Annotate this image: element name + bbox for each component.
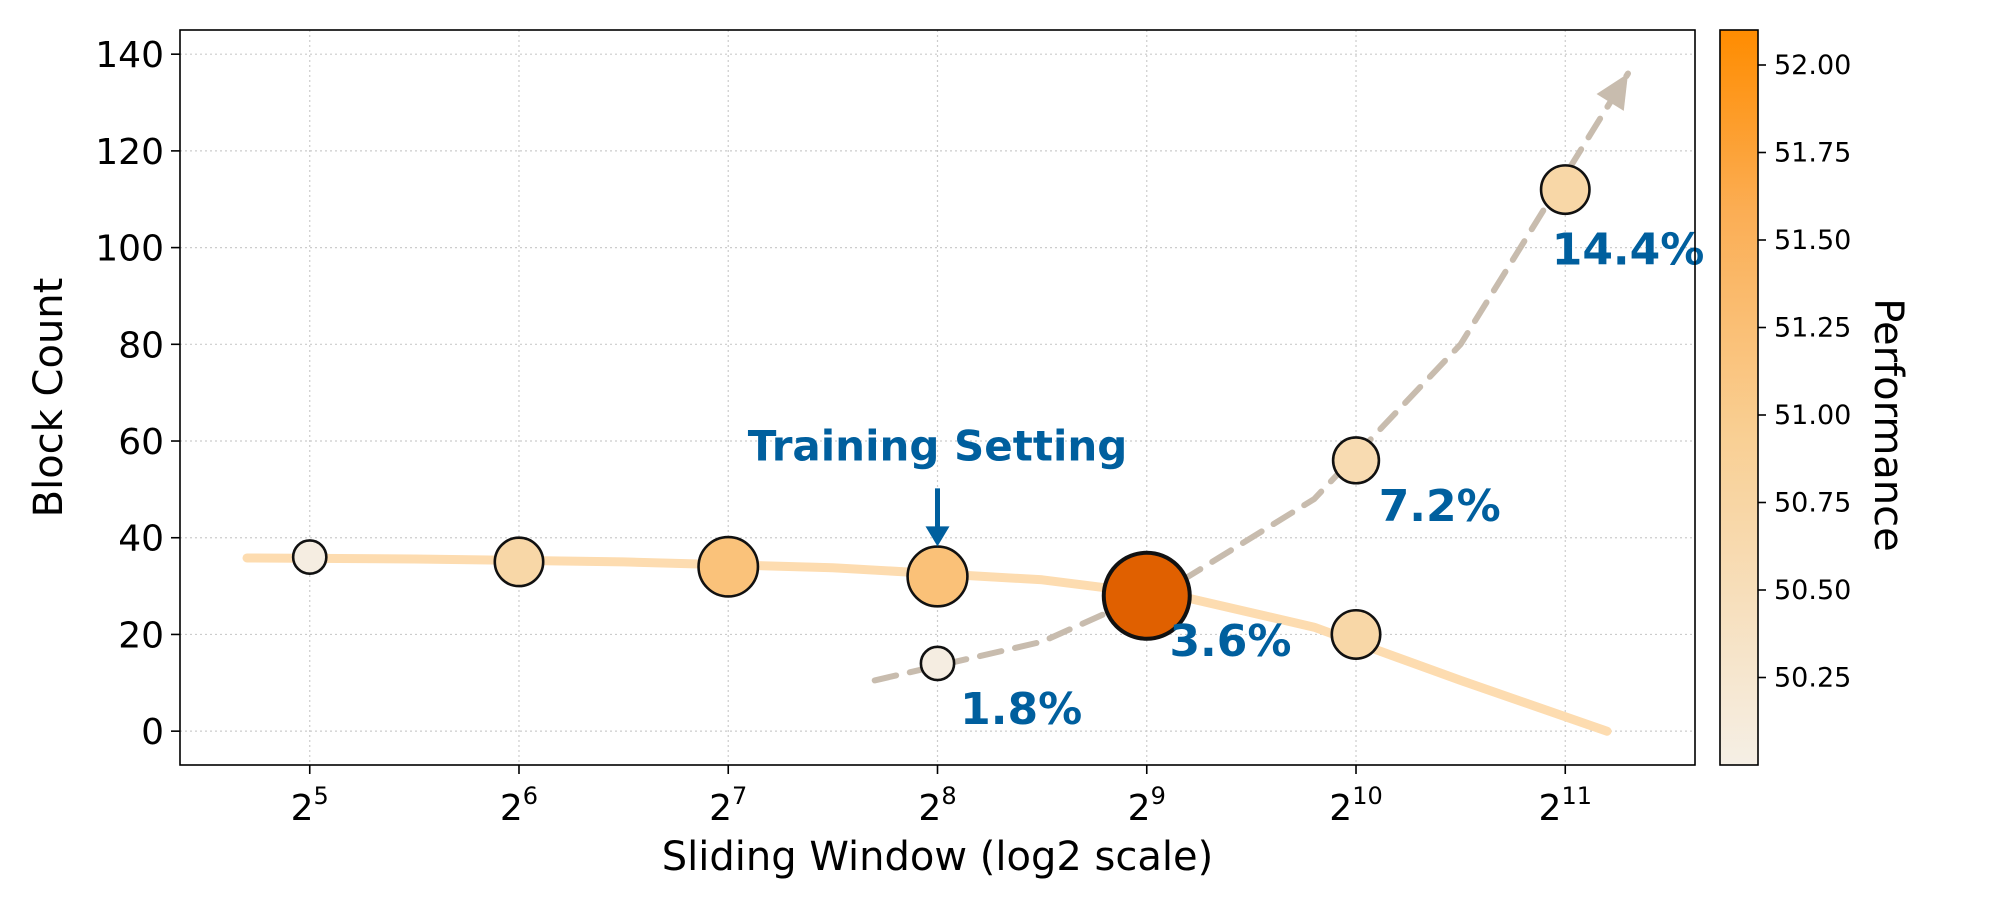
x-tick-label: 25 — [291, 782, 329, 829]
x-tick-base: 2 — [291, 788, 314, 829]
data-point — [1330, 608, 1382, 660]
data-point — [919, 645, 956, 682]
data-point — [493, 536, 545, 588]
y-tick-label: 40 — [118, 519, 164, 560]
x-tick-exponent: 9 — [1151, 782, 1166, 810]
x-axis-label: Sliding Window (log2 scale) — [662, 834, 1213, 880]
colorbar-tick-label: 51.50 — [1774, 225, 1851, 256]
colorbar-label: Performance — [1865, 298, 1911, 551]
percent-annotation: 1.8% — [960, 684, 1082, 735]
x-tick-base: 2 — [1329, 788, 1352, 829]
annotations: 1.8% 3.6% 7.2% 14.4% Training Setting — [748, 225, 1705, 735]
x-tick-exponent: 7 — [732, 782, 747, 810]
x-tick-exponent: 5 — [314, 782, 329, 810]
x-tick-exponent: 6 — [523, 782, 538, 810]
x-tick-label: 28 — [918, 782, 956, 829]
data-point — [1331, 436, 1381, 485]
y-tick-label: 140 — [95, 35, 164, 76]
x-tick-label: 210 — [1329, 782, 1382, 829]
x-tick-base: 2 — [500, 788, 523, 829]
x-tick-label: 211 — [1539, 782, 1592, 829]
colorbar-tick-label: 50.75 — [1774, 488, 1851, 519]
colorbar-tick-label: 51.25 — [1774, 313, 1851, 344]
x-tick-exponent: 10 — [1352, 782, 1383, 810]
y-tick-label: 120 — [95, 132, 164, 173]
colorbar: 52.00 51.75 51.50 51.25 51.00 50.75 50.50 50.25 — [1719, 29, 1851, 766]
x-tick-label: 27 — [709, 782, 747, 829]
x-tick-base: 2 — [709, 788, 732, 829]
data-point — [697, 535, 760, 598]
trend-arrowhead — [1596, 73, 1629, 111]
colorbar-tick-label: 50.50 — [1774, 575, 1851, 606]
colorbar-tick-label: 51.00 — [1774, 400, 1851, 431]
y-tick-label: 0 — [141, 712, 164, 753]
x-tick-label: 26 — [500, 782, 538, 829]
y-tick-label: 60 — [118, 422, 164, 463]
trend-lines — [242, 70, 1631, 736]
colorbar-tick-label: 51.75 — [1774, 138, 1851, 169]
data-point — [906, 545, 969, 608]
x-tick-base: 2 — [1128, 788, 1151, 829]
x-tick-exponent: 8 — [941, 782, 956, 810]
percent-annotation: 7.2% — [1379, 481, 1501, 532]
data-point — [1101, 550, 1192, 641]
percent-annotation: 3.6% — [1169, 616, 1291, 667]
x-tick-exponent: 11 — [1561, 782, 1592, 810]
training-setting-label: Training Setting — [748, 421, 1128, 470]
scatter-points — [291, 164, 1591, 682]
training-setting-arrowhead — [925, 526, 950, 547]
y-tick-label: 80 — [118, 325, 164, 366]
decreasing-trend-curve — [242, 553, 1612, 736]
increasing-trend-curve — [871, 70, 1631, 684]
data-point — [291, 539, 328, 575]
y-tick-label: 20 — [118, 615, 164, 656]
colorbar-tick-label: 52.00 — [1774, 50, 1851, 81]
colorbar-gradient — [1719, 29, 1759, 766]
x-tick-label: 29 — [1128, 782, 1166, 829]
y-tick-label: 100 — [95, 229, 164, 270]
y-axis-label: Block Count — [26, 278, 72, 518]
x-tick-base: 2 — [918, 788, 941, 829]
data-point — [1539, 164, 1591, 216]
percent-annotation: 14.4% — [1552, 225, 1705, 276]
colorbar-tick-label: 50.25 — [1774, 663, 1851, 694]
x-tick-base: 2 — [1539, 788, 1562, 829]
